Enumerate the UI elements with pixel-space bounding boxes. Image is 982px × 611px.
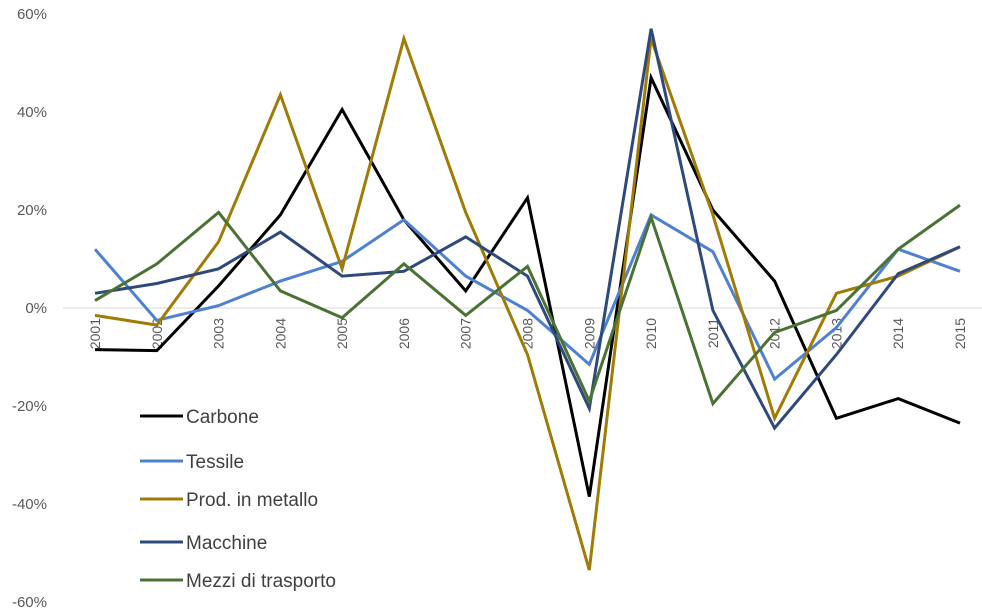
series-lines — [93, 28, 961, 571]
y-tick-label: 60% — [17, 6, 47, 23]
x-tick-label: 2001 — [87, 318, 103, 349]
series-line-1 — [93, 212, 961, 382]
x-tick-label: 2003 — [211, 318, 227, 349]
x-tick-label: 2014 — [890, 318, 906, 349]
y-tick-label: 20% — [17, 202, 47, 219]
legend: Carbone Tessile Prod. in metallo Macchine Me… — [140, 407, 336, 592]
x-tick-label: 2004 — [272, 318, 288, 349]
legend-label: Mezzi di trasporto — [186, 571, 336, 592]
x-tick-label: 2011 — [705, 318, 721, 348]
x-tick-label: 2015 — [952, 318, 968, 349]
series-line-0 — [94, 72, 961, 497]
legend-label: Carbone — [186, 407, 259, 428]
x-tick-label: 2008 — [520, 318, 536, 349]
y-tick-label: 40% — [17, 104, 47, 121]
y-tick-label: -20% — [12, 398, 47, 415]
legend-label: Macchine — [186, 533, 267, 554]
x-tick-label: 2006 — [396, 318, 412, 349]
series-line-3 — [94, 28, 961, 431]
x-tick-label: 2007 — [458, 318, 474, 349]
x-axis-tick-labels: 2001 2002 2003 2004 2005 2006 2007 2008 2009 2010… — [87, 318, 968, 349]
y-tick-label: 0% — [25, 300, 47, 317]
y-tick-label: -40% — [12, 496, 47, 513]
y-axis-tick-labels: 60% 40% 20% 0% -20% -40% -60% — [12, 6, 47, 611]
legend-label: Prod. in metallo — [186, 490, 318, 511]
x-tick-label: 2005 — [334, 318, 350, 349]
x-tick-label: 2009 — [581, 318, 597, 349]
legend-label: Tessile — [186, 452, 244, 473]
x-tick-label: 2010 — [643, 318, 659, 349]
y-tick-label: -60% — [12, 594, 47, 611]
series-line-4 — [94, 203, 961, 407]
x-tick-label: 2013 — [828, 318, 844, 349]
series-line-2 — [94, 33, 961, 571]
